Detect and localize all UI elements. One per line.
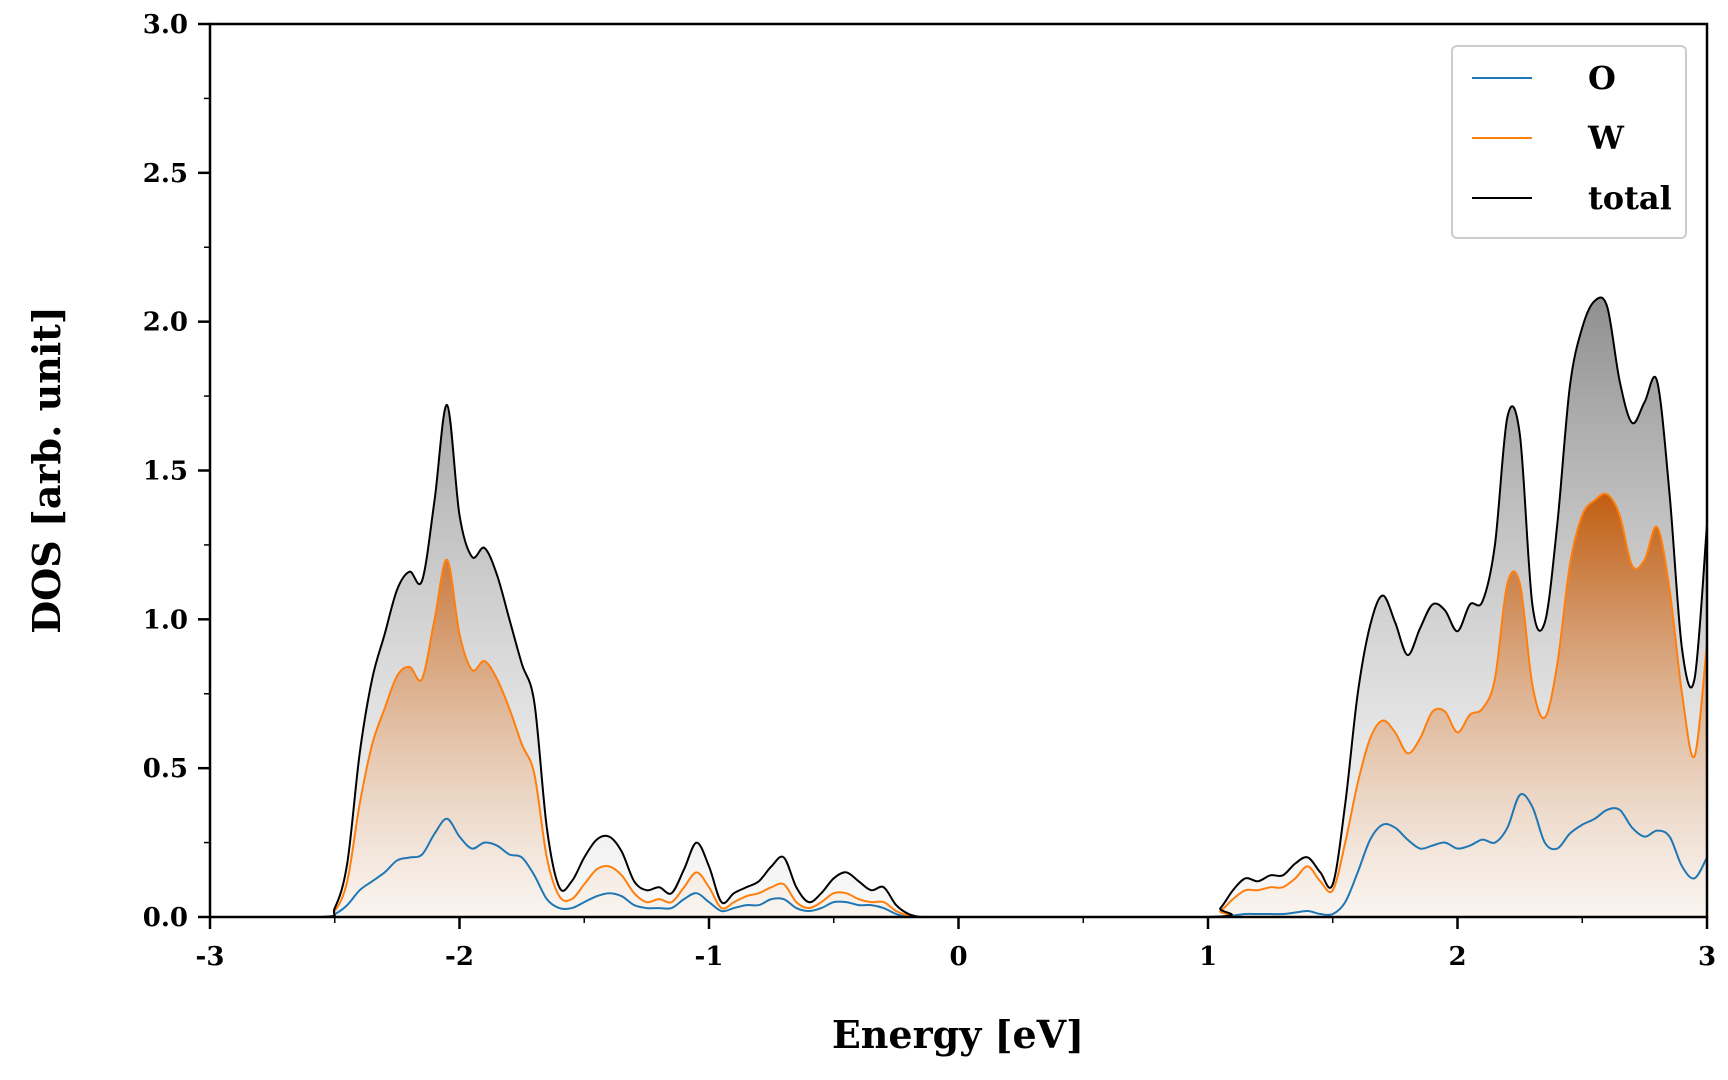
legend-label-o: O — [1588, 59, 1616, 97]
y-tick-label: 2.0 — [143, 308, 188, 338]
x-axis: -3 -2 -1 0 1 2 3 — [196, 917, 1716, 972]
area-fills — [210, 297, 1707, 917]
x-tick-label: 2 — [1448, 942, 1466, 972]
x-tick-label: 3 — [1698, 942, 1716, 972]
x-tick-label: 0 — [949, 942, 967, 972]
y-tick-label: 0.5 — [143, 754, 188, 784]
area-fill-w — [210, 493, 1707, 917]
x-tick-label: 1 — [1199, 942, 1217, 972]
legend-frame — [1451, 45, 1687, 239]
y-tick-label: 1.5 — [143, 457, 188, 487]
series-line-w — [210, 492, 1707, 917]
x-tick-label: -1 — [695, 942, 724, 972]
y-tick-label: 3.0 — [143, 10, 188, 40]
legend-label-total: total — [1588, 179, 1672, 217]
y-tick-label: 1.0 — [143, 605, 188, 635]
legend-label-w: W — [1587, 119, 1625, 157]
x-tick-label: -3 — [196, 942, 225, 972]
y-axis-title: DOS [arb. unit] — [24, 306, 69, 634]
x-tick-label: -2 — [445, 942, 474, 972]
y-tick-label: 0.0 — [143, 903, 188, 933]
series-lines — [210, 296, 1707, 917]
series-line-total — [210, 296, 1707, 917]
y-axis: 0.0 0.5 1.0 1.5 2.0 2.5 3.0 — [143, 10, 210, 933]
series-line-o — [210, 793, 1707, 917]
x-axis-title: Energy [eV] — [832, 1012, 1084, 1057]
y-tick-label: 2.5 — [143, 159, 188, 189]
